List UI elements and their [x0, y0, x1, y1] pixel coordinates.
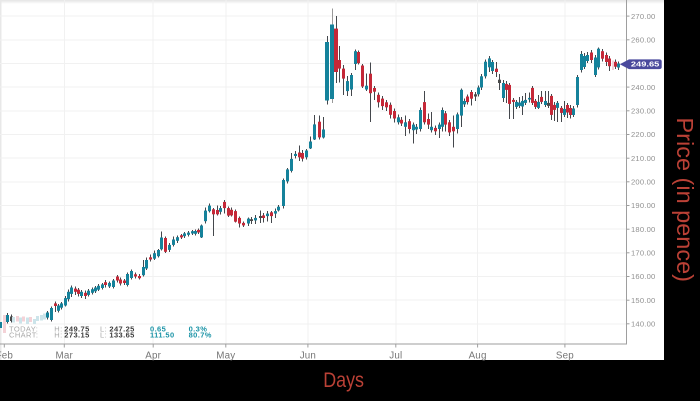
- svg-text:220.00: 220.00: [631, 130, 655, 139]
- svg-text:230.00: 230.00: [631, 107, 655, 116]
- svg-text:240.00: 240.00: [631, 83, 655, 92]
- svg-text:L:: L:: [100, 331, 107, 340]
- svg-text:249.75: 249.75: [64, 324, 89, 333]
- svg-text:80.7%: 80.7%: [189, 331, 212, 340]
- svg-text:0.3%: 0.3%: [189, 324, 208, 333]
- svg-text:200.00: 200.00: [631, 178, 655, 187]
- svg-text:249.65: 249.65: [631, 60, 660, 69]
- svg-text:L:: L:: [100, 324, 107, 333]
- svg-text:H:: H:: [54, 324, 62, 333]
- svg-text:H:: H:: [54, 331, 62, 340]
- svg-text:Aug: Aug: [469, 350, 487, 361]
- svg-text:210.00: 210.00: [631, 154, 655, 163]
- svg-text:Price (in pence): Price (in pence): [672, 118, 698, 283]
- svg-text:160.00: 160.00: [631, 272, 655, 281]
- svg-text:190.00: 190.00: [631, 201, 655, 210]
- svg-text:133.65: 133.65: [109, 331, 134, 340]
- svg-text:270.00: 270.00: [631, 12, 655, 21]
- svg-text:May: May: [216, 350, 235, 361]
- svg-text:Jun: Jun: [300, 350, 316, 361]
- svg-text:0.65: 0.65: [150, 324, 166, 333]
- svg-text:Sep: Sep: [556, 350, 574, 361]
- svg-text:TODAY:: TODAY:: [9, 324, 38, 333]
- svg-text:150.00: 150.00: [631, 296, 655, 305]
- svg-text:Jul: Jul: [389, 350, 402, 361]
- svg-text:Mar: Mar: [56, 350, 74, 361]
- svg-text:Days: Days: [323, 369, 364, 392]
- svg-text:273.15: 273.15: [64, 331, 89, 340]
- svg-text:180.00: 180.00: [631, 225, 655, 234]
- svg-text:Feb: Feb: [0, 350, 13, 361]
- svg-text:111.50: 111.50: [150, 331, 175, 340]
- svg-text:CHART:: CHART:: [9, 331, 38, 340]
- svg-text:Apr: Apr: [145, 350, 161, 361]
- svg-text:140.00: 140.00: [631, 320, 655, 329]
- svg-text:247.25: 247.25: [109, 324, 134, 333]
- svg-text:260.00: 260.00: [631, 36, 655, 45]
- svg-text:170.00: 170.00: [631, 249, 655, 258]
